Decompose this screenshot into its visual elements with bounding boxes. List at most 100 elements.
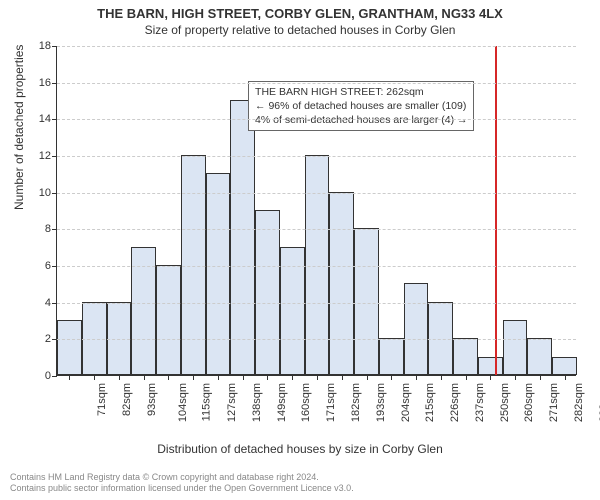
grid-line — [57, 303, 576, 304]
ytick-label: 4 — [31, 297, 51, 309]
ytick-label: 2 — [31, 333, 51, 345]
xtick-mark — [342, 375, 343, 380]
xtick-mark — [69, 375, 70, 380]
xtick-mark — [515, 375, 516, 380]
xtick-mark — [292, 375, 293, 380]
bar — [181, 155, 206, 375]
bar — [428, 302, 453, 375]
bar — [453, 338, 478, 375]
bar — [329, 192, 354, 375]
xtick-label: 260sqm — [523, 383, 535, 422]
ytick-mark — [52, 119, 57, 120]
xtick-mark — [193, 375, 194, 380]
chart-title-sub: Size of property relative to detached ho… — [0, 21, 600, 37]
ytick-mark — [52, 156, 57, 157]
bar — [305, 155, 330, 375]
ytick-label: 0 — [31, 370, 51, 382]
grid-line — [57, 266, 576, 267]
ytick-mark — [52, 83, 57, 84]
xtick-mark — [540, 375, 541, 380]
xtick-label: 149sqm — [276, 383, 288, 422]
xtick-mark — [218, 375, 219, 380]
xtick-label: 71sqm — [96, 383, 108, 416]
xtick-label: 171sqm — [325, 383, 337, 422]
xtick-label: 226sqm — [449, 383, 461, 422]
bar — [379, 338, 404, 375]
ytick-mark — [52, 339, 57, 340]
xtick-label: 193sqm — [375, 383, 387, 422]
grid-line — [57, 229, 576, 230]
xtick-label: 271sqm — [548, 383, 560, 422]
xtick-label: 282sqm — [573, 383, 585, 422]
ytick-label: 12 — [31, 150, 51, 162]
bar — [82, 302, 107, 375]
xtick-label: 93sqm — [146, 383, 158, 416]
copyright-line-2: Contains public sector information licen… — [10, 483, 354, 494]
xtick-label: 138sqm — [251, 383, 263, 422]
ytick-label: 14 — [31, 113, 51, 125]
xtick-label: 115sqm — [201, 383, 213, 421]
ytick-mark — [52, 229, 57, 230]
bar — [552, 357, 577, 375]
chart-title-main: THE BARN, HIGH STREET, CORBY GLEN, GRANT… — [0, 0, 600, 21]
bar — [206, 173, 231, 375]
ytick-label: 18 — [31, 40, 51, 52]
grid-line — [57, 193, 576, 194]
bar — [255, 210, 280, 375]
grid-line — [57, 46, 576, 47]
xtick-mark — [416, 375, 417, 380]
grid-line — [57, 83, 576, 84]
ytick-mark — [52, 193, 57, 194]
xtick-label: 237sqm — [474, 383, 486, 422]
chart-area: THE BARN HIGH STREET: 262sqm← 96% of det… — [56, 46, 576, 376]
xtick-mark — [466, 375, 467, 380]
xtick-mark — [490, 375, 491, 380]
xtick-mark — [565, 375, 566, 380]
annotation-box: THE BARN HIGH STREET: 262sqm← 96% of det… — [248, 81, 474, 132]
ytick-mark — [52, 376, 57, 377]
xtick-mark — [119, 375, 120, 380]
bar — [156, 265, 181, 375]
bar — [404, 283, 429, 375]
xtick-label: 250sqm — [499, 383, 511, 422]
ytick-label: 6 — [31, 260, 51, 272]
annotation-line: ← 96% of detached houses are smaller (10… — [255, 99, 467, 113]
xtick-mark — [317, 375, 318, 380]
bar — [230, 100, 255, 375]
ytick-label: 10 — [31, 187, 51, 199]
xtick-label: 160sqm — [301, 383, 313, 422]
bar — [527, 338, 552, 375]
xtick-label: 82sqm — [121, 383, 133, 416]
annotation-line: THE BARN HIGH STREET: 262sqm — [255, 85, 467, 99]
xtick-mark — [391, 375, 392, 380]
xtick-mark — [267, 375, 268, 380]
xtick-mark — [94, 375, 95, 380]
xtick-mark — [168, 375, 169, 380]
bar — [107, 302, 132, 375]
y-axis-label: Number of detached properties — [12, 45, 26, 210]
xtick-mark — [243, 375, 244, 380]
ytick-mark — [52, 46, 57, 47]
xtick-label: 104sqm — [177, 383, 189, 422]
ytick-label: 8 — [31, 223, 51, 235]
x-axis-label: Distribution of detached houses by size … — [0, 442, 600, 456]
copyright-line-1: Contains HM Land Registry data © Crown c… — [10, 472, 354, 483]
ytick-label: 16 — [31, 77, 51, 89]
xtick-mark — [144, 375, 145, 380]
xtick-label: 215sqm — [424, 383, 436, 422]
xtick-label: 204sqm — [400, 383, 412, 422]
ytick-mark — [52, 266, 57, 267]
highlight-vertical-line — [495, 46, 497, 375]
bar — [57, 320, 82, 375]
bar — [478, 357, 503, 375]
bar — [503, 320, 528, 375]
xtick-mark — [367, 375, 368, 380]
copyright-notice: Contains HM Land Registry data © Crown c… — [10, 472, 354, 495]
plot-area: THE BARN HIGH STREET: 262sqm← 96% of det… — [56, 46, 576, 376]
xtick-label: 182sqm — [350, 383, 362, 422]
grid-line — [57, 339, 576, 340]
grid-line — [57, 119, 576, 120]
ytick-mark — [52, 303, 57, 304]
xtick-mark — [441, 375, 442, 380]
grid-line — [57, 156, 576, 157]
